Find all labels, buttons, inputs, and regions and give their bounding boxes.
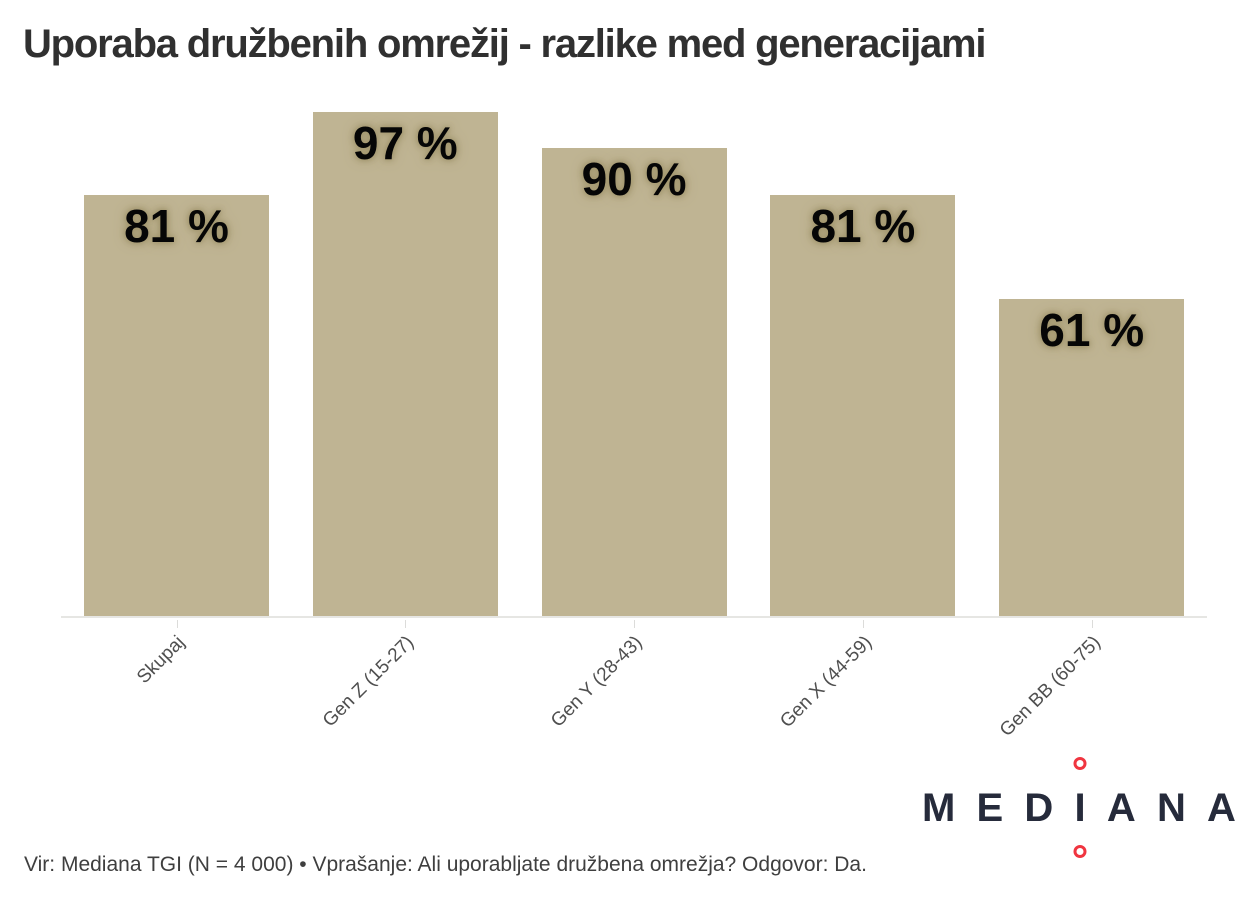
x-tick-label: Gen X (44-59)	[775, 632, 876, 732]
x-tick-label: Skupaj	[133, 632, 190, 688]
bar: 81 %	[84, 195, 269, 616]
mediana-logo: M E D I A N A	[922, 757, 1236, 858]
source-note: Vir: Mediana TGI (N = 4 000) • Vprašanje…	[24, 853, 867, 876]
chart-title: Uporaba družbenih omrežij - razlike med …	[23, 22, 987, 66]
bar-value-label: 90 %	[581, 153, 687, 205]
bar: 97 %	[312, 112, 498, 616]
logo-letter: E	[976, 786, 1004, 830]
bar-value-label: 81 %	[810, 200, 916, 252]
logo-letter: A	[1207, 786, 1236, 830]
x-tick-label: Gen Z (15-27)	[318, 632, 419, 732]
bar: 81 %	[770, 195, 956, 616]
bar-value-label: 61 %	[1039, 304, 1145, 356]
bar: 90 %	[541, 148, 727, 616]
x-tick-label: Gen BB (60-75)	[995, 632, 1105, 741]
x-axis-tick	[176, 620, 178, 628]
x-axis-tick	[634, 620, 636, 628]
logo-letter: N	[1156, 786, 1186, 830]
logo-red-dot-bottom-icon	[1073, 845, 1087, 858]
x-axis-tick	[1091, 620, 1093, 628]
logo-letter: I	[1074, 786, 1086, 830]
logo-letter: D	[1024, 786, 1054, 830]
x-axis-tick	[862, 620, 864, 628]
x-axis-tick	[405, 620, 407, 628]
logo-letter-i: I	[1073, 757, 1087, 858]
logo-red-dot-top-icon	[1073, 757, 1087, 770]
bar-value-label: 97 %	[352, 117, 458, 169]
plot-area: 81 % Skupaj 97 % Gen Z (15-27) 90 % Gen Y (28…	[61, 90, 1207, 741]
bar-value-label: 81 %	[124, 200, 229, 252]
logo-letter: M	[922, 786, 956, 830]
bar: 61 %	[999, 299, 1185, 616]
x-tick-label: Gen Y (28-43)	[547, 632, 647, 732]
logo-letter: A	[1106, 786, 1136, 830]
